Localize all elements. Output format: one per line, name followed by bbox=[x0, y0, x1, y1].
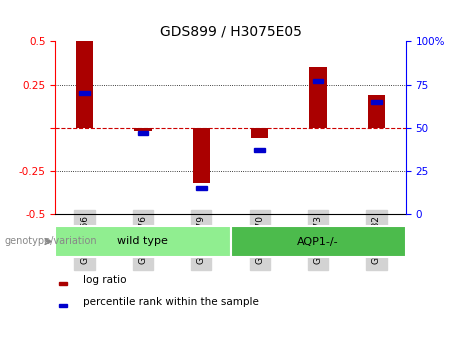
Bar bbox=[368, 95, 385, 128]
Text: percentile rank within the sample: percentile rank within the sample bbox=[83, 297, 259, 307]
Text: genotype/variation: genotype/variation bbox=[5, 237, 97, 246]
Text: AQP1-/-: AQP1-/- bbox=[297, 237, 339, 246]
Bar bbox=[55, 226, 230, 257]
Text: log ratio: log ratio bbox=[83, 275, 127, 285]
Bar bbox=[230, 226, 406, 257]
Bar bbox=[251, 128, 268, 138]
Bar bbox=[138, 131, 148, 135]
Bar bbox=[309, 67, 327, 128]
Bar bbox=[313, 79, 323, 83]
Text: wild type: wild type bbox=[118, 237, 168, 246]
Bar bbox=[254, 148, 265, 152]
Bar bbox=[59, 304, 67, 307]
Bar bbox=[371, 100, 382, 104]
Title: GDS899 / H3075E05: GDS899 / H3075E05 bbox=[160, 25, 301, 39]
Bar bbox=[193, 128, 210, 183]
Bar bbox=[59, 283, 67, 285]
Bar bbox=[79, 91, 90, 95]
Bar bbox=[196, 186, 207, 190]
Bar bbox=[134, 128, 152, 131]
Bar bbox=[76, 41, 93, 128]
